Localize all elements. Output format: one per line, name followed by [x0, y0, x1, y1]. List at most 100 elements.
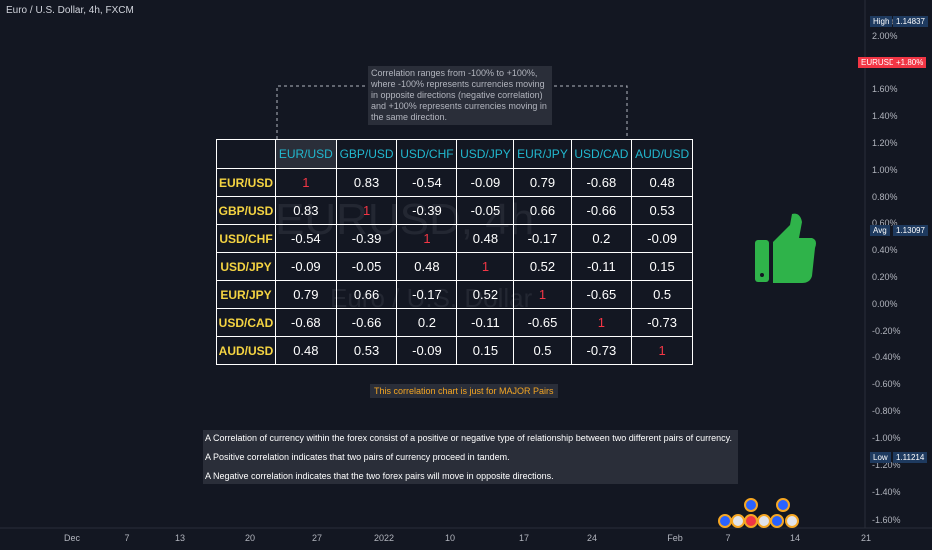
price-tag-label: Avg: [870, 225, 890, 236]
time-axis-label: Dec: [63, 533, 81, 543]
correlation-cell: -0.65: [513, 308, 572, 337]
column-header: EUR/JPY: [513, 139, 572, 169]
correlation-cell: 0.5: [513, 336, 572, 365]
table-row: USD/CAD -0.68 -0.66 0.2 -0.11 -0.65 1 -0.73: [216, 308, 693, 337]
correlation-cell: 0.79: [513, 168, 572, 197]
correlation-cell: 0.48: [275, 336, 337, 365]
correlation-cell: -0.73: [570, 336, 633, 365]
correlation-cell: -0.09: [456, 168, 515, 197]
column-header: AUD/USD: [631, 139, 693, 169]
correlation-cell: -0.11: [570, 252, 633, 281]
thumbs-up-icon: [755, 213, 816, 283]
correlation-cell: 0.52: [456, 280, 515, 309]
price-tag-value: 1.13097: [893, 225, 928, 236]
time-axis-label: 13: [174, 533, 186, 543]
correlation-cell: 0.53: [335, 336, 398, 365]
emoji-markers: [718, 498, 799, 528]
time-axis-label: 27: [311, 533, 323, 543]
correlation-cell: 1: [631, 336, 693, 365]
column-header: USD/CAD: [570, 139, 633, 169]
correlation-cell: 0.52: [513, 252, 572, 281]
correlation-cell: 0.2: [396, 308, 458, 337]
correlation-cell: -0.09: [631, 224, 693, 253]
table-row: USD/CHF -0.54 -0.39 1 0.48 -0.17 0.2 -0.09: [216, 224, 693, 253]
column-header: USD/JPY: [456, 139, 515, 169]
correlation-cell: 0.15: [456, 336, 515, 365]
price-axis-label: 0.00%: [872, 299, 898, 309]
price-axis-label: 1.20%: [872, 138, 898, 148]
price-axis-label: 1.40%: [872, 111, 898, 121]
table-row: GBP/USD 0.83 1 -0.39 -0.05 0.66 -0.66 0.53: [216, 196, 693, 225]
correlation-cell: 1: [456, 252, 515, 281]
price-axis-label: 0.80%: [872, 192, 898, 202]
price-tag-value: 1.14837: [893, 16, 928, 27]
correlation-cell: 0.66: [513, 196, 572, 225]
price-axis-label: 0.20%: [872, 272, 898, 282]
price-axis-label: -1.60%: [872, 515, 901, 525]
price-axis-label: -1.00%: [872, 433, 901, 443]
time-axis-label: 7: [124, 533, 130, 543]
correlation-cell: 0.2: [570, 224, 633, 253]
note-box: Correlation ranges from -100% to +100%, …: [368, 66, 552, 125]
correlation-cell: -0.11: [456, 308, 515, 337]
table-row: EUR/JPY 0.79 0.66 -0.17 0.52 1 -0.65 0.5: [216, 280, 693, 309]
price-tag-value: 1.11214: [893, 452, 928, 463]
correlation-cell: 0.83: [275, 196, 337, 225]
table-row: USD/JPY -0.09 -0.05 0.48 1 0.52 -0.11 0.15: [216, 252, 693, 281]
price-axis-label: -0.80%: [872, 406, 901, 416]
correlation-cell: -0.54: [275, 224, 337, 253]
price-tag-value: +1.80%: [893, 57, 927, 68]
price-axis-label: -0.40%: [872, 352, 901, 362]
time-axis-label: 14: [789, 533, 801, 543]
column-header: USD/CHF: [396, 139, 458, 169]
correlation-cell: -0.39: [335, 224, 398, 253]
note-line: A Positive correlation indicates that tw…: [205, 452, 510, 462]
correlation-table: EUR/USD GBP/USD USD/CHF USD/JPY EUR/JPY USD/C…: [216, 139, 693, 365]
header-row: EUR/USD GBP/USD USD/CHF USD/JPY EUR/JPY USD/C…: [216, 139, 693, 169]
price-axis-label: 0.40%: [872, 245, 898, 255]
price-axis-label: -0.60%: [872, 379, 901, 389]
time-axis-label: Feb: [667, 533, 683, 543]
time-axis-label: 17: [518, 533, 530, 543]
time-axis-label: 2022: [373, 533, 395, 543]
row-header: EUR/USD: [216, 168, 276, 197]
price-axis-label: 1.00%: [872, 165, 898, 175]
correlation-cell: -0.17: [396, 280, 458, 309]
correlation-cell: -0.09: [275, 252, 337, 281]
row-header: EUR/JPY: [216, 280, 276, 309]
time-axis-label: 21: [860, 533, 872, 543]
column-header: GBP/USD: [335, 139, 398, 169]
table-row: EUR/USD 1 0.83 -0.54 -0.09 0.79 -0.68 0.48: [216, 168, 693, 197]
time-axis-label: 7: [725, 533, 731, 543]
price-axis-label: 2.00%: [872, 31, 898, 41]
symbol-title: Euro / U.S. Dollar, 4h, FXCM: [6, 5, 134, 16]
correlation-cell: 1: [396, 224, 458, 253]
caption: This correlation chart is just for MAJOR…: [370, 384, 558, 398]
row-header: USD/JPY: [216, 252, 276, 281]
correlation-cell: -0.65: [570, 280, 633, 309]
correlation-cell: -0.54: [396, 168, 458, 197]
row-header: USD/CHF: [216, 224, 276, 253]
price-tag-label: Low: [870, 452, 891, 463]
correlation-cell: 0.83: [335, 168, 398, 197]
time-axis-label: 10: [444, 533, 456, 543]
correlation-cell: -0.09: [396, 336, 458, 365]
row-header: GBP/USD: [216, 196, 276, 225]
correlation-cell: -0.73: [631, 308, 693, 337]
correlation-cell: -0.68: [275, 308, 337, 337]
corner-cell: [216, 139, 276, 169]
correlation-cell: -0.68: [570, 168, 633, 197]
notes-box: A Correlation of currency within the for…: [203, 430, 738, 484]
price-axis-label: -1.20%: [872, 460, 901, 470]
correlation-cell: 1: [335, 196, 398, 225]
price-axis-label: -0.20%: [872, 326, 901, 336]
correlation-cell: 1: [513, 280, 572, 309]
correlation-cell: 0.53: [631, 196, 693, 225]
correlation-cell: 0.79: [275, 280, 337, 309]
price-tag-label: EURUSD: [858, 57, 898, 68]
correlation-cell: -0.05: [456, 196, 515, 225]
correlation-cell: 0.15: [631, 252, 693, 281]
row-header: USD/CAD: [216, 308, 276, 337]
